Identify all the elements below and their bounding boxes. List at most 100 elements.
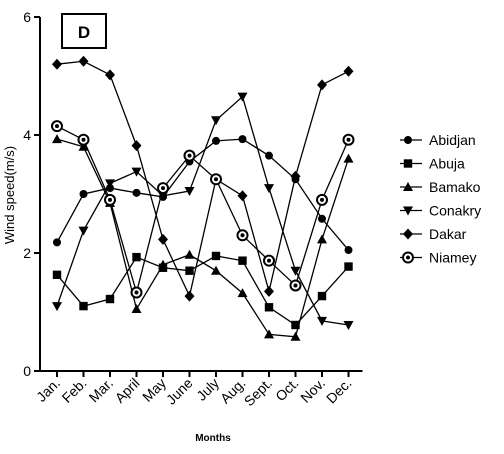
data-point-abuja <box>317 291 327 301</box>
x-tick-label: July <box>193 375 222 404</box>
legend-item-dakar: Dakar <box>400 226 467 242</box>
data-point-dakar <box>237 190 248 202</box>
series-line-abuja <box>56 255 349 326</box>
data-point-dakar <box>317 79 327 91</box>
data-point-abuja <box>105 294 115 304</box>
x-axis: Jan.Feb.Mar.AprilMayJuneJulyAug.Sept.Oct… <box>33 370 363 409</box>
data-point-conakry <box>317 316 327 326</box>
legend-label-bamako: Bamako <box>429 179 481 195</box>
series-line-conakry <box>56 95 349 326</box>
data-point-abuja <box>211 251 221 261</box>
data-point-abidjan <box>79 190 88 198</box>
data-point-bamako <box>317 234 327 244</box>
data-point-abidjan <box>212 136 220 145</box>
data-point-niamey <box>157 182 169 195</box>
data-point-bamako <box>211 265 221 275</box>
data-point-niamey <box>316 193 328 206</box>
data-point-niamey <box>210 173 222 186</box>
y-tick-label: 2 <box>23 245 31 261</box>
data-point-niamey <box>183 149 196 162</box>
x-axis-title: Months <box>195 433 231 444</box>
data-point-abidjan <box>318 214 326 223</box>
data-point-abuja <box>79 301 88 311</box>
legend-marker-conakry <box>403 206 413 216</box>
legend-marker-dakar <box>403 228 413 240</box>
y-axis-title: Wind speed(m/s) <box>2 146 17 244</box>
data-point-niamey <box>77 133 90 146</box>
x-tick-label: Sept. <box>241 375 275 409</box>
data-point-abuja <box>291 320 300 330</box>
series-line-bamako <box>56 138 350 338</box>
data-point-niamey <box>236 229 249 242</box>
x-tick-label: June <box>163 375 196 408</box>
data-point-bamako <box>78 141 89 151</box>
legend-label-conakry: Conakry <box>429 203 481 219</box>
legend-label-abuja: Abuja <box>429 156 465 172</box>
data-point-niamey <box>289 279 302 292</box>
data-point-conakry <box>131 167 142 177</box>
series-conakry <box>52 92 354 330</box>
data-point-abuja <box>185 266 194 275</box>
data-point-conakry <box>158 191 168 201</box>
data-point-bamako <box>158 259 168 269</box>
data-point-dakar <box>343 65 354 77</box>
data-point-conakry <box>52 302 62 312</box>
data-point-bamako <box>343 153 354 163</box>
data-point-dakar <box>105 69 115 81</box>
data-point-niamey <box>130 286 143 299</box>
data-point-niamey <box>342 133 355 146</box>
panel-label: D <box>78 23 90 42</box>
series-layer <box>51 55 355 341</box>
series-niamey <box>51 120 355 299</box>
y-tick-label: 0 <box>23 363 31 379</box>
data-point-abidjan <box>344 246 353 255</box>
x-tick-label: Jan. <box>33 375 63 405</box>
y-axis: 0 2 4 6 <box>23 9 41 379</box>
x-tick-label: Mar. <box>86 375 117 406</box>
x-tick-label: Nov. <box>297 375 328 406</box>
series-line-dakar <box>56 60 349 299</box>
data-point-niamey <box>263 254 275 267</box>
data-point-bamako <box>184 249 195 259</box>
data-point-dakar <box>78 55 89 67</box>
plot-area: D <box>61 13 107 49</box>
legend-marker-abidjan <box>404 136 412 144</box>
legend-item-abuja: Abuja <box>400 156 465 172</box>
legend-item-niamey: Niamey <box>400 250 476 266</box>
legend-marker-niamey <box>402 251 414 264</box>
legend-item-bamako: Bamako <box>400 179 481 195</box>
data-point-dakar <box>184 290 195 302</box>
x-tick-label: April <box>111 375 142 406</box>
series-dakar <box>52 55 354 302</box>
data-point-dakar <box>52 58 62 70</box>
data-point-dakar <box>264 285 274 297</box>
data-point-abuja <box>132 252 141 262</box>
data-point-bamako <box>290 331 301 341</box>
data-point-dakar <box>158 233 168 245</box>
data-point-dakar <box>290 170 301 182</box>
data-point-bamako <box>52 134 62 144</box>
x-tick-label: Feb. <box>58 375 89 406</box>
data-point-conakry <box>184 187 195 197</box>
data-point-bamako <box>131 304 142 314</box>
data-point-abuja <box>52 270 62 280</box>
data-point-conakry <box>105 179 115 189</box>
x-tick-label: May <box>139 375 169 405</box>
legend: Abidjan Abuja Bamako Conakry Dakar Niamey <box>400 132 481 266</box>
legend-marker-bamako <box>403 182 413 191</box>
data-point-abuja <box>238 256 247 265</box>
data-point-abidjan <box>132 188 141 197</box>
y-tick-label: 6 <box>23 9 31 25</box>
legend-marker-abuja <box>403 159 413 168</box>
data-point-conakry <box>237 92 248 102</box>
data-point-conakry <box>343 320 354 330</box>
x-tick-label: Oct. <box>272 375 301 404</box>
data-point-niamey <box>51 120 63 133</box>
data-point-abidjan <box>53 238 61 247</box>
data-point-bamako <box>264 329 274 339</box>
x-tick-label: Dec. <box>323 375 355 407</box>
legend-item-abidjan: Abidjan <box>400 132 476 148</box>
series-bamako <box>52 134 354 341</box>
data-point-conakry <box>78 226 89 236</box>
